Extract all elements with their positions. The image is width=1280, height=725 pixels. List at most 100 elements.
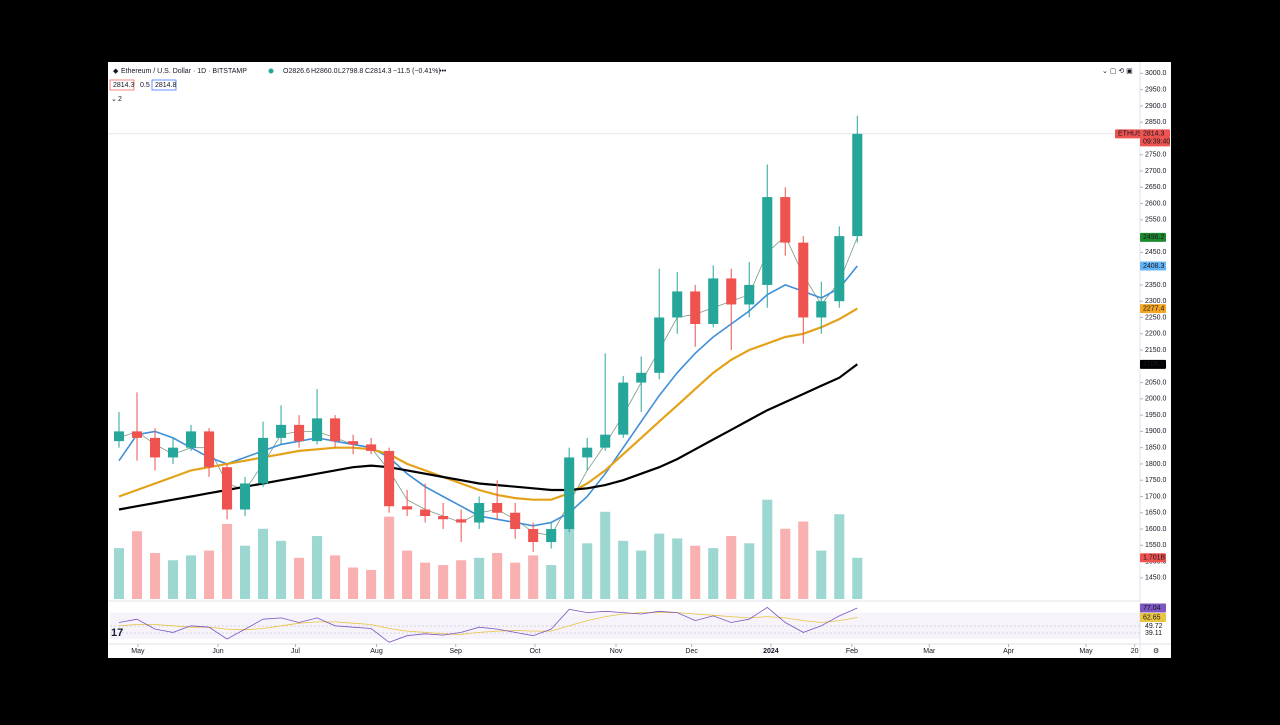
candle-body [222,467,233,510]
rsi-band [110,612,1140,640]
candle-body [113,431,125,442]
more-button[interactable]: ••• [439,68,447,75]
volume-bar [185,555,197,599]
toolbar-buttons[interactable]: ⌄ ▢ ⟲ ▣ [1102,68,1133,75]
y-tick-label: 2300.0 [1145,298,1167,305]
candle-body [816,301,827,318]
rsi-value-label-box [1140,603,1166,613]
candle-body [726,278,737,305]
candle-body [708,278,719,324]
volume-bar [420,562,431,599]
rsi-ma-label: 62.65 [1143,614,1161,621]
candle-body [456,519,467,523]
ohlc-high: H2860.0 [311,68,338,75]
candle-body [474,502,485,523]
volume-bar [528,555,539,599]
y-tick-label: 2550.0 [1145,217,1167,224]
volume-bar [203,550,215,599]
x-tick-label: Jun [212,648,223,655]
volume-bar [294,557,305,599]
volume-bar [636,550,647,599]
symbol-icon: ◆ [113,68,119,75]
volume-bar [113,548,125,599]
candle-body [438,516,449,520]
x-tick-label: Jul [291,648,300,655]
x-tick-label: Apr [1003,648,1015,655]
ask-price: 2814.8 [155,82,177,89]
bid-box[interactable] [109,79,135,91]
last-price-label: 2814.3 [1143,131,1165,138]
x-tick-label: Feb [846,648,858,655]
last-price-label-box [1140,129,1170,139]
candle-body [240,483,251,510]
volume-bar [222,523,233,599]
candle-body [654,317,665,373]
candle-body [258,437,269,484]
x-tick-label: May [1079,648,1093,655]
volume-bar [474,557,485,599]
candle-body [582,447,593,458]
x-tick-label: May [131,648,145,655]
ma-value-label-box [1140,359,1166,369]
volume-bar [762,499,773,599]
volume-bar [798,521,809,599]
candle-body [348,441,359,445]
ma-value-label: 2277.4 [1143,305,1165,312]
candle-body [546,529,557,543]
y-tick-label: 1800.0 [1145,461,1167,468]
candle-body [798,242,809,318]
ohlc-low: L2798.8 [338,68,363,75]
settings-icon[interactable]: ⚙ [1153,647,1159,655]
candle-body [636,372,647,383]
y-tick-label: 3000.0 [1145,70,1167,77]
volume-bar [708,548,719,599]
candle-body [762,197,773,285]
y-tick-label: 2900.0 [1145,103,1167,110]
candle-body [780,197,791,243]
candle-body [185,431,197,448]
volume-bar [366,569,377,599]
symbol-title: Ethereum / U.S. Dollar · 1D · BITSTAMP [121,68,247,75]
rsi-value-label: 77.04 [1143,605,1161,612]
volume-bar [672,538,683,599]
ma-value-label-box [1140,232,1166,242]
volume-bar [384,516,395,599]
x-tick-label: Aug [370,648,383,655]
y-tick-label: 2650.0 [1145,184,1167,191]
volume-label: 1.701B [1143,555,1166,562]
candle-body [167,447,179,458]
volume-bar [312,536,323,599]
rsi-line [118,606,858,643]
x-tick-label: Sep [449,648,462,655]
y-tick-label: 2000.0 [1145,396,1167,403]
rsi-tick-label: 49.72 [1145,623,1163,630]
ma-value-label-box [1140,261,1166,271]
volume-bar [258,528,269,599]
volume-bar [654,533,665,599]
ma-value-label: 2106.0 [1143,361,1165,368]
volume-bar [546,565,557,599]
candle-body [672,291,683,318]
volume-bar [438,565,449,599]
indicator-count[interactable]: 2 [118,96,122,103]
rsi-ma-label-box [1140,612,1166,622]
volume-bar [240,545,251,599]
x-tick-label: Dec [685,648,698,655]
candle-body [294,424,305,442]
y-tick-label: 1850.0 [1145,445,1167,452]
candle-body [600,434,611,448]
volume-bar [618,540,629,599]
spread: 0.5 [140,82,150,89]
symbol-tag-box [1115,129,1140,139]
volume-bar [744,543,755,599]
ask-box[interactable] [151,79,177,91]
moving-average-line [118,265,858,527]
candle-body [384,450,395,507]
volume-bar [167,560,179,599]
ohlc-change: −11.5 (−0.41%) [393,68,441,75]
symbol-tag: ETHUSD [1118,131,1147,138]
collapse-icon[interactable]: ⌄ [111,96,117,103]
volume-bar [780,528,791,599]
volume-bar [276,540,287,599]
x-tick-label: 2024 [763,648,779,655]
